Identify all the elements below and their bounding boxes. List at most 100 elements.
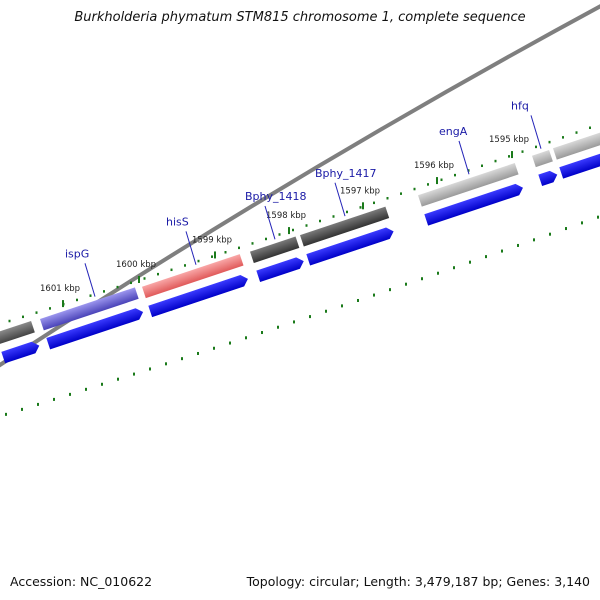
tick-mark (501, 249, 503, 253)
tick-label: 1596 kbp (414, 161, 454, 171)
tick-mark (117, 377, 119, 381)
tick-mark (5, 412, 7, 416)
tick-label: 1597 kbp (340, 186, 380, 196)
inner-tick-ring (5, 215, 599, 416)
tick-mark (229, 341, 231, 345)
tick-mark (400, 192, 402, 195)
tick-mark (508, 155, 510, 158)
tick-mark (213, 346, 215, 350)
gene-bar (553, 129, 600, 160)
tick-label: 1600 kbp (116, 260, 156, 270)
gene-leader-line (530, 115, 542, 149)
tick-mark (427, 183, 429, 186)
tick-mark (389, 288, 391, 292)
tick-mark (373, 293, 375, 297)
tick-mark (277, 325, 279, 329)
tick-mark (89, 294, 92, 297)
tick-mark (22, 315, 24, 319)
tick-mark (8, 319, 11, 323)
tick-label: 1601 kbp (40, 284, 80, 294)
tick-mark (454, 173, 456, 177)
tick-mark (405, 282, 407, 286)
tick-mark (309, 315, 311, 319)
tick-mark (245, 336, 247, 340)
tick-mark (373, 201, 375, 205)
tick-mark (49, 307, 51, 310)
tick-mark (359, 206, 362, 209)
tick-mark (386, 196, 389, 200)
tick-mark (319, 219, 321, 223)
tick-mark (413, 187, 416, 191)
tick-mark (37, 402, 39, 406)
gene-leader-line (458, 140, 470, 175)
tick-mark (521, 150, 524, 153)
gene-feature (532, 150, 558, 187)
tick-mark (101, 382, 103, 386)
tick-mark (184, 264, 186, 267)
tick-mark (69, 392, 71, 396)
tick-mark (469, 260, 471, 264)
forward-strand-arrow (148, 275, 248, 318)
tick-mark (261, 331, 263, 335)
tick-mark (133, 372, 135, 376)
tick-mark (103, 290, 105, 293)
tick-mark (224, 251, 227, 254)
tick-mark (157, 272, 159, 276)
tick-mark (21, 407, 23, 411)
gene-label: Bphy_1417 (315, 167, 377, 180)
forward-strand-arrow (559, 150, 600, 179)
tick-mark (181, 357, 183, 361)
gene-label: hisS (166, 215, 189, 228)
tick-mark (481, 164, 483, 168)
gene-bar (418, 163, 519, 207)
map-title: Burkholderia phymatum STM815 chromosome … (74, 10, 526, 25)
tick-mark (440, 178, 443, 182)
gene-feature (553, 129, 600, 179)
tick-label: 1598 kbp (266, 211, 306, 221)
forward-strand-arrow (306, 227, 394, 266)
tick-mark (549, 232, 551, 236)
major-tick (214, 251, 216, 259)
tick-mark (325, 309, 327, 313)
tick-mark (251, 242, 254, 245)
gene-label: Bphy_1418 (245, 190, 307, 203)
tick-mark (533, 238, 535, 242)
tick-mark (494, 159, 497, 163)
forward-strand-arrow (256, 257, 304, 283)
major-tick (436, 177, 438, 185)
gene-feature (142, 254, 248, 318)
gene-feature (40, 287, 144, 350)
tick-mark (130, 281, 132, 285)
tick-mark (467, 169, 470, 172)
tick-mark (278, 233, 281, 236)
tick-mark (437, 271, 439, 275)
tick-mark (565, 227, 567, 231)
tick-mark (143, 277, 146, 280)
tick-mark (575, 131, 578, 134)
outer-tick-ring (8, 126, 591, 323)
tick-mark (589, 126, 591, 130)
forward-strand-arrow (46, 308, 144, 350)
tick-mark (197, 351, 199, 355)
tick-mark (165, 362, 167, 366)
tick-mark (548, 140, 551, 144)
accession-label: Accession: NC_010622 (10, 574, 153, 589)
tick-mark (305, 224, 308, 227)
major-tick (62, 300, 64, 308)
tick-mark (562, 136, 564, 139)
gene-feature (0, 320, 40, 364)
tick-mark (581, 221, 583, 225)
tick-mark (535, 145, 537, 149)
tick-mark (292, 228, 294, 232)
gene-bar (532, 150, 553, 168)
tick-mark (116, 285, 119, 289)
gene-bar (0, 320, 35, 345)
gene-leader-line (334, 182, 346, 217)
gene-leader-line (84, 263, 96, 297)
tick-mark (197, 259, 200, 263)
major-tick (288, 227, 290, 235)
tick-mark (149, 367, 151, 371)
tick-mark (421, 277, 423, 281)
tick-mark (35, 311, 38, 314)
